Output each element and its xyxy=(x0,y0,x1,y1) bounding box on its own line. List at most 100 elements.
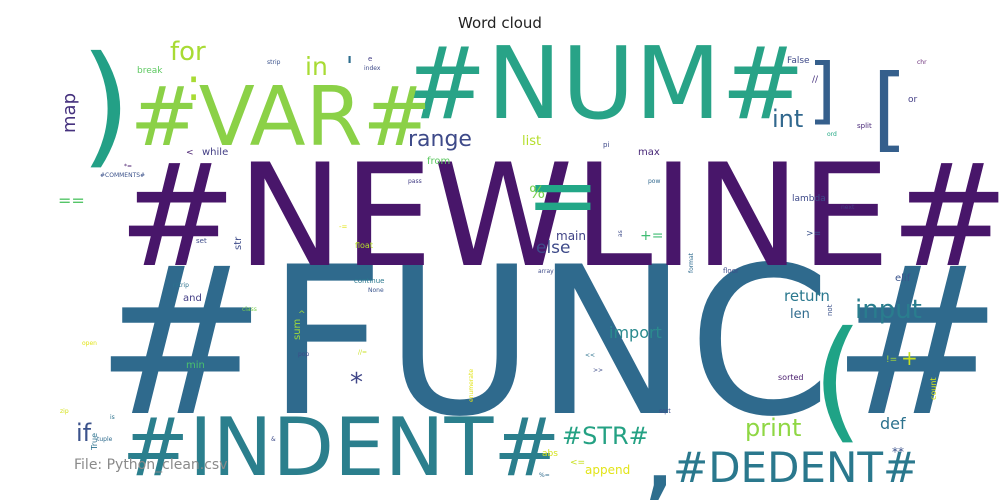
word-24: return xyxy=(784,287,830,305)
word-67: <= xyxy=(570,458,585,468)
word-62: float xyxy=(355,241,373,250)
word-83: / xyxy=(888,385,892,395)
word-19: : xyxy=(186,58,201,111)
word-40: str xyxy=(233,236,244,250)
word-2: #NUM# xyxy=(403,25,805,142)
word-94: & xyxy=(271,436,276,443)
word-0: #FUNC# xyxy=(95,224,1000,462)
word-20: map xyxy=(59,93,80,133)
word-44: break xyxy=(137,66,163,76)
word-60: class xyxy=(242,306,257,313)
chart-title: Word cloud xyxy=(458,14,542,32)
word-34: while xyxy=(202,147,228,158)
word-80: #COMMENTS# xyxy=(100,172,145,179)
word-73: index xyxy=(364,65,381,72)
word-72: strip xyxy=(267,59,281,66)
word-36: from xyxy=(427,156,450,167)
word-6: ) xyxy=(80,28,132,182)
word-85: True xyxy=(90,433,99,451)
word-1: #NEWLINE# xyxy=(118,134,1000,299)
word-32: len xyxy=(790,307,810,322)
word-84: tuple xyxy=(97,436,113,443)
word-37: min xyxy=(186,360,205,371)
word-64: pow xyxy=(648,178,660,185)
word-41: ' xyxy=(346,52,353,82)
word-7: ( xyxy=(812,303,864,457)
word-79: pop xyxy=(298,351,309,358)
word-8: ] xyxy=(808,48,836,132)
word-59: None xyxy=(368,287,384,294)
word-49: ** xyxy=(892,445,904,459)
word-68: not xyxy=(826,304,834,316)
word-50: < xyxy=(186,148,194,158)
word-31: list xyxy=(522,134,541,149)
word-76: format xyxy=(688,252,695,273)
word-18: in xyxy=(305,52,328,81)
word-61: set xyxy=(196,237,207,245)
word-13: range xyxy=(408,127,472,152)
word-25: def xyxy=(880,414,906,433)
word-71: sqrt xyxy=(659,408,671,415)
word-63: pass xyxy=(408,178,422,185)
word-38: and xyxy=(183,293,202,304)
word-55: next xyxy=(841,204,855,211)
word-9: [ xyxy=(872,55,908,162)
word-90: open xyxy=(82,340,97,347)
word-56: >= xyxy=(806,229,821,239)
word-14: int xyxy=(772,105,803,133)
word-74: e xyxy=(368,55,372,63)
word-75: array xyxy=(538,268,554,275)
word-21: if xyxy=(76,419,92,447)
word-10: = xyxy=(526,143,600,246)
word-47: // xyxy=(812,75,819,85)
word-78: ^ xyxy=(298,310,306,320)
word-22: else xyxy=(536,238,571,258)
word-3: #VAR# xyxy=(130,70,431,165)
word-35: max xyxy=(638,147,660,158)
word-33: == xyxy=(58,191,85,210)
word-45: lambda xyxy=(792,194,826,204)
word-43: elif xyxy=(895,273,911,284)
word-16: print xyxy=(745,414,801,442)
word-15: input xyxy=(855,295,922,325)
word-65: pi xyxy=(603,141,609,149)
word-95: enumerate xyxy=(468,369,475,402)
word-4: #INDENT# xyxy=(122,401,560,494)
word-93: as xyxy=(617,230,624,237)
word-52: chr xyxy=(917,59,927,66)
word-26: * xyxy=(350,368,363,398)
word-91: zip xyxy=(60,408,69,415)
word-48: False xyxy=(787,56,810,66)
word-5: #DEDENT# xyxy=(673,443,918,492)
word-57: floor xyxy=(723,267,739,275)
word-30: main xyxy=(556,229,586,243)
word-29: += xyxy=(640,228,663,244)
word-69: count xyxy=(929,377,938,400)
word-77: rstrip xyxy=(173,282,189,289)
word-12: #STR# xyxy=(562,422,649,450)
word-66: abs xyxy=(542,449,558,459)
word-81: *= xyxy=(124,163,132,170)
word-39: sum xyxy=(292,319,303,340)
word-17: for xyxy=(170,37,206,67)
word-11: , xyxy=(640,380,678,500)
word-27: + xyxy=(901,346,918,370)
word-89: //= xyxy=(358,349,367,356)
word-28: % xyxy=(529,183,545,203)
word-92: is xyxy=(110,414,115,421)
word-54: split xyxy=(857,122,872,130)
word-46: sorted xyxy=(778,373,804,382)
word-58: continue xyxy=(354,277,384,285)
word-53: or xyxy=(908,95,918,105)
word-23: import xyxy=(609,323,662,342)
word-51: ord xyxy=(827,131,837,138)
word-86: << xyxy=(585,352,595,359)
word-70: != xyxy=(886,355,897,365)
word-87: >> xyxy=(593,367,603,374)
word-88: %= xyxy=(539,472,550,479)
word-82: -= xyxy=(339,223,348,231)
file-caption: File: Python_clean.csv xyxy=(74,457,228,473)
word-42: append xyxy=(585,463,630,477)
